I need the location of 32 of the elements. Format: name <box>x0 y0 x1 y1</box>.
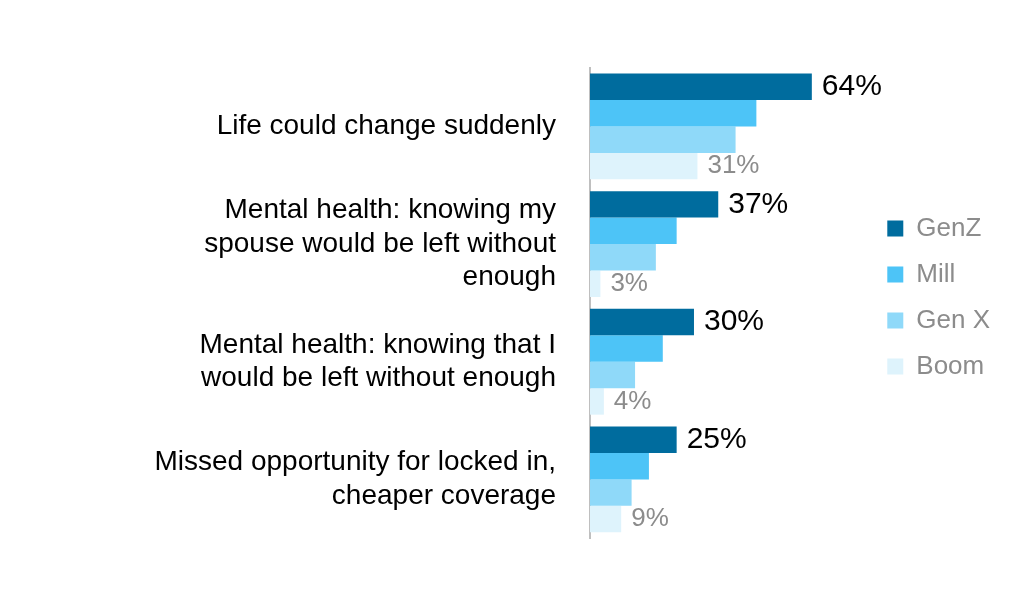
data-label: 3% <box>610 266 648 297</box>
bar <box>590 73 812 100</box>
bar <box>590 126 736 153</box>
bar <box>590 335 663 362</box>
bar <box>590 270 601 298</box>
bar <box>590 217 677 245</box>
bar <box>590 99 757 127</box>
bar <box>590 452 649 480</box>
legend-label: Boom <box>916 349 985 380</box>
data-label: 9% <box>631 502 669 533</box>
data-label: 31% <box>707 149 760 180</box>
y-tick-label: Missed opportunity for locked in, cheaper coverage <box>154 445 556 510</box>
bar <box>590 388 604 415</box>
bar <box>590 426 677 453</box>
data-label: 25% <box>686 420 747 454</box>
legend-label: Mill <box>916 257 956 288</box>
data-label: 64% <box>821 67 882 101</box>
bar <box>590 505 622 533</box>
y-tick-label: Life could change suddenly <box>216 109 556 141</box>
bar <box>590 308 694 336</box>
y-tick-label: Mental health: knowing my spouse would be left without enough <box>204 193 557 292</box>
data-label: 37% <box>728 185 789 219</box>
bar <box>590 479 632 506</box>
bar <box>590 244 656 271</box>
data-label: 30% <box>703 303 765 337</box>
y-tick-label: Mental health: knowing that I would be left without enough <box>199 327 556 393</box>
bar <box>590 152 698 180</box>
data-label: 4% <box>613 384 652 415</box>
legend-label: GenZ <box>916 211 982 242</box>
legend-label: Gen X <box>916 303 991 334</box>
bar <box>590 191 719 218</box>
bar <box>590 361 636 389</box>
